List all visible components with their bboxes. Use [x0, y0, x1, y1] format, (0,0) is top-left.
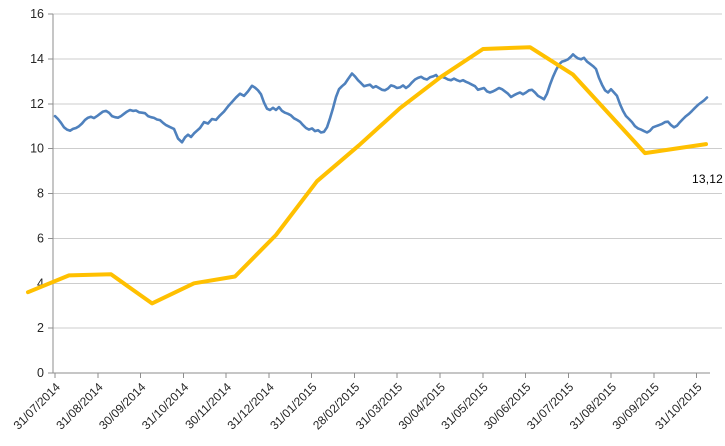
y-axis-label: 12: [30, 97, 44, 111]
y-axis-label: 8: [37, 187, 44, 201]
y-axis-label: 10: [30, 142, 44, 156]
data-label-annotation: 13,12: [691, 172, 723, 186]
y-axis-label: 0: [37, 366, 44, 380]
x-axis-label: 31/10/2015: [652, 380, 705, 433]
daily-series-blue-line: [53, 53, 709, 144]
y-axis-label: 2: [37, 321, 44, 335]
y-axis-label: 6: [37, 231, 44, 245]
y-axis-label: 16: [30, 7, 44, 21]
monthly-series-gold-line: [26, 45, 708, 306]
y-axis-label: 4: [37, 276, 44, 290]
y-axis-label: 14: [30, 52, 44, 66]
